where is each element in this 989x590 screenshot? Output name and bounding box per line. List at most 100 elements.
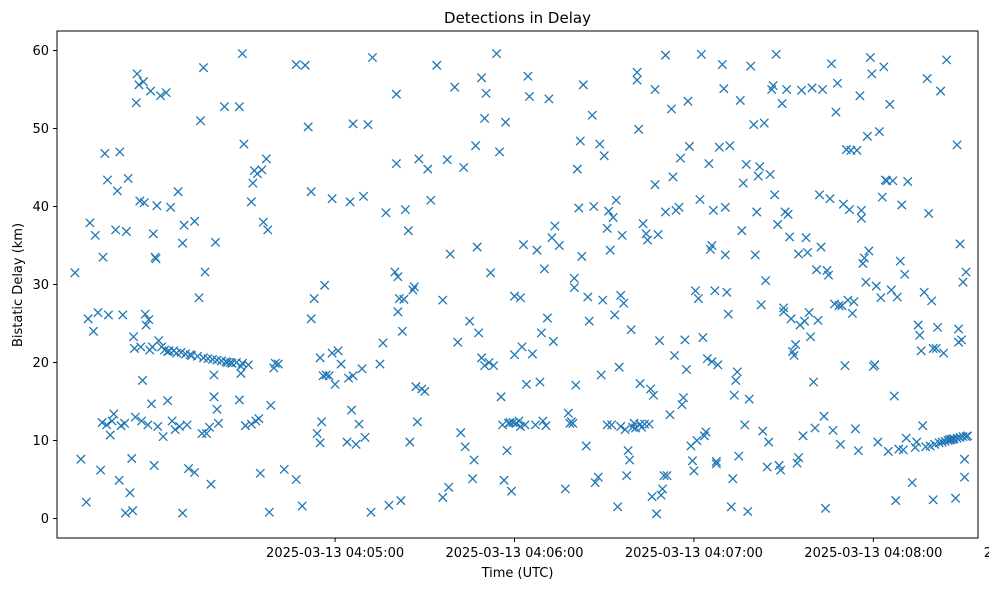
data-point [143, 420, 153, 430]
data-point [910, 442, 920, 453]
data-point [856, 205, 867, 216]
data-point [547, 233, 557, 243]
data-point [778, 307, 789, 317]
data-point [194, 293, 204, 303]
data-point [654, 336, 665, 346]
data-point [391, 89, 402, 99]
data-point [263, 225, 273, 235]
data-point [508, 417, 518, 428]
data-point [804, 307, 814, 318]
data-point [127, 506, 138, 516]
data-point [624, 455, 635, 465]
data-point [445, 249, 455, 259]
data-point [938, 348, 949, 358]
data-point [814, 190, 825, 200]
data-point [258, 217, 268, 227]
data-point [720, 250, 730, 260]
data-point [651, 509, 662, 519]
data-point [333, 346, 343, 356]
data-point [817, 84, 828, 95]
data-point [330, 379, 340, 389]
data-point [151, 254, 161, 264]
x-axis: 2025-03-13 04:05:00 2025-03-13 04:06:00 20… [266, 538, 989, 561]
data-point [177, 238, 188, 248]
data-point [825, 194, 835, 204]
data-point [856, 213, 867, 223]
data-point [928, 343, 938, 354]
data-point [266, 400, 276, 411]
data-point [360, 432, 370, 443]
data-point [752, 207, 762, 217]
data-point [204, 422, 215, 432]
data-point [179, 220, 189, 230]
data-point [532, 245, 542, 255]
data-point [110, 225, 121, 235]
data-point [784, 232, 795, 242]
data-point [602, 420, 612, 430]
data-point [195, 116, 206, 126]
data-point [668, 172, 678, 182]
data-point [832, 78, 843, 88]
data-point [470, 141, 481, 151]
data-point [873, 437, 883, 447]
data-point [575, 136, 585, 146]
data-point [192, 351, 203, 361]
data-point [642, 235, 653, 245]
data-point [843, 295, 853, 305]
data-point [236, 368, 246, 379]
data-point [481, 88, 491, 99]
data-point [102, 175, 113, 185]
data-point [502, 445, 512, 456]
data-point [648, 390, 659, 400]
data-point [768, 80, 778, 91]
data-point [616, 290, 626, 301]
data-point [153, 421, 163, 432]
data-point [926, 296, 937, 306]
data-point [88, 326, 99, 336]
data-point [584, 316, 594, 326]
data-point [456, 428, 466, 438]
data-point [595, 139, 605, 149]
data-point [708, 205, 719, 216]
data-point [722, 287, 732, 297]
data-point [798, 431, 808, 441]
data-point [713, 360, 723, 370]
data-point [952, 433, 962, 443]
data-point [393, 307, 403, 317]
data-point [535, 377, 545, 387]
data-point [955, 239, 965, 249]
data-point [197, 428, 207, 439]
data-point [136, 342, 146, 352]
data-point [958, 277, 968, 287]
data-point [608, 212, 618, 223]
data-point [645, 384, 656, 394]
data-point [660, 207, 671, 217]
data-point [541, 421, 551, 431]
data-point [542, 313, 553, 323]
data-point [823, 270, 834, 280]
data-point [675, 153, 686, 163]
data-point [319, 280, 330, 290]
data-point [723, 309, 733, 319]
data-point [270, 358, 280, 368]
data-point [212, 404, 222, 414]
data-point [100, 148, 110, 159]
data-point [174, 421, 185, 432]
data-point [346, 405, 357, 415]
data-point [182, 420, 192, 430]
data-point [962, 431, 973, 441]
data-point [381, 208, 391, 218]
data-point [583, 292, 593, 302]
data-point [438, 295, 448, 305]
data-point [517, 342, 527, 352]
data-point [919, 287, 929, 297]
y-axis: 0 10 20 30 40 50 60 [32, 44, 57, 527]
data-point [141, 320, 151, 330]
data-point [358, 191, 369, 202]
data-point [924, 208, 934, 219]
data-point [598, 295, 608, 305]
data-point [467, 474, 478, 484]
data-point [956, 335, 967, 345]
data-point [589, 201, 599, 212]
data-point [746, 61, 756, 71]
